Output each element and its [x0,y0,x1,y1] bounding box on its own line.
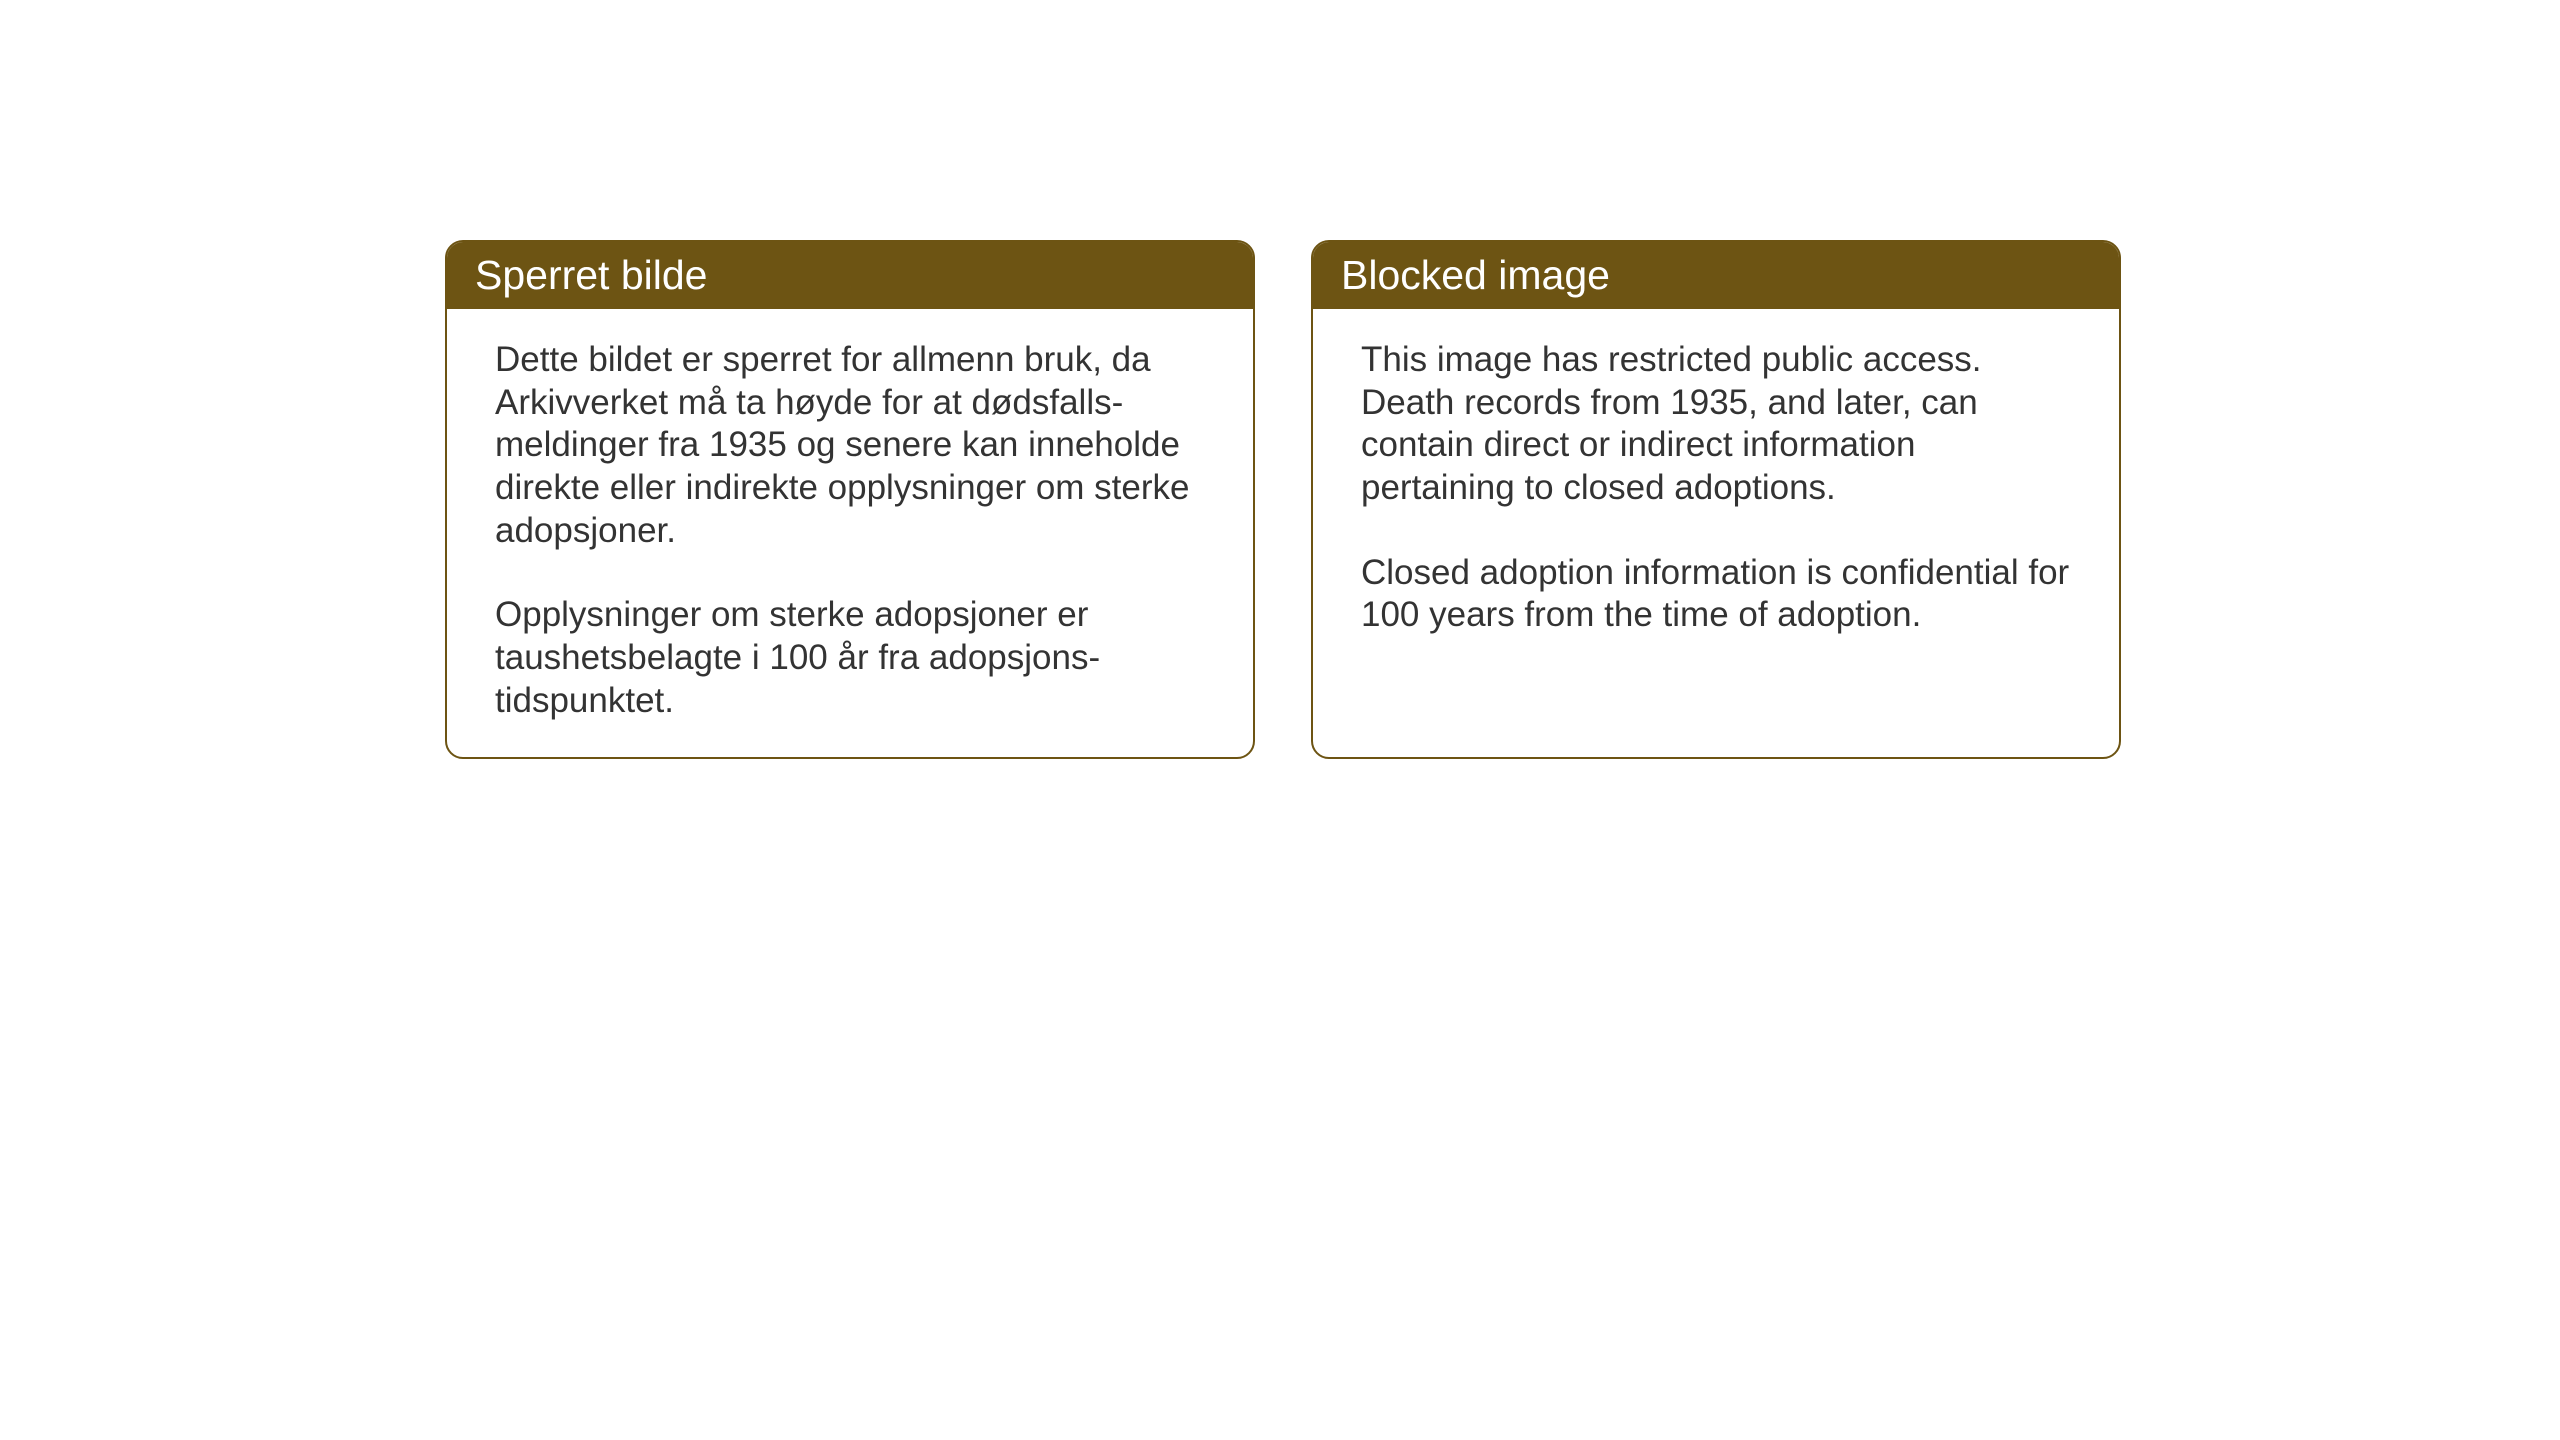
notice-paragraph: Closed adoption information is confident… [1361,552,2075,637]
notice-card-norwegian: Sperret bilde Dette bildet er sperret fo… [445,240,1255,759]
notice-card-body: Dette bildet er sperret for allmenn bruk… [447,309,1253,757]
notice-paragraph: Dette bildet er sperret for allmenn bruk… [495,339,1209,552]
notice-card-english: Blocked image This image has restricted … [1311,240,2121,759]
notice-paragraph: This image has restricted public access.… [1361,339,2075,510]
notice-card-header: Sperret bilde [447,242,1253,309]
notice-card-body: This image has restricted public access.… [1313,309,2119,749]
notice-container: Sperret bilde Dette bildet er sperret fo… [445,240,2121,759]
notice-card-header: Blocked image [1313,242,2119,309]
notice-paragraph: Opplysninger om sterke adopsjoner er tau… [495,594,1209,722]
